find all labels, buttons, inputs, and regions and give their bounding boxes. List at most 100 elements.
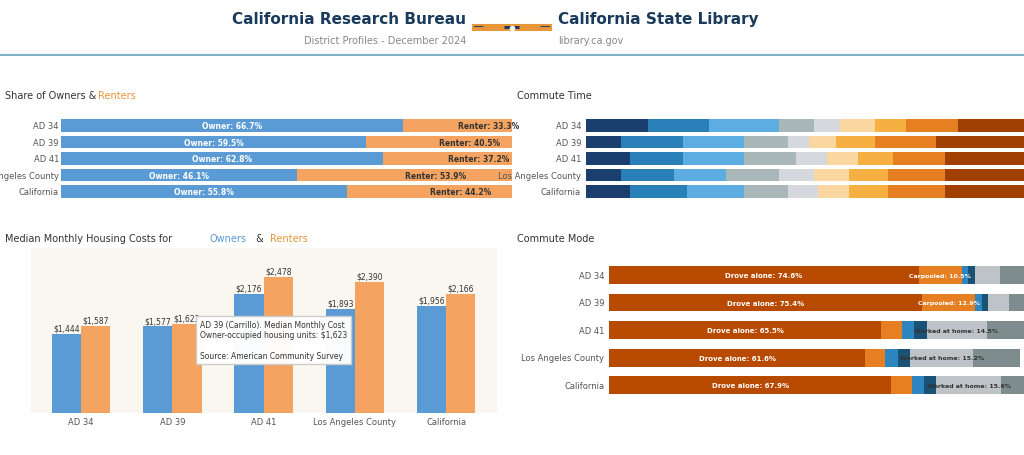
Bar xyxy=(1001,376,1024,394)
Text: Owner: 46.1%: Owner: 46.1% xyxy=(150,171,210,180)
Bar xyxy=(836,136,876,149)
Text: Owner: 55.8%: Owner: 55.8% xyxy=(174,188,234,197)
Bar xyxy=(906,120,958,132)
Bar xyxy=(609,321,881,339)
Text: $1,444: $1,444 xyxy=(53,324,80,333)
Text: $2,478: $2,478 xyxy=(265,268,292,276)
Bar xyxy=(355,282,384,413)
Text: &: & xyxy=(254,233,267,243)
Bar xyxy=(709,120,779,132)
Text: $1,577: $1,577 xyxy=(144,317,171,325)
Bar xyxy=(849,170,888,182)
Text: AD 39: AD 39 xyxy=(34,138,59,147)
Bar xyxy=(779,170,814,182)
Bar xyxy=(683,153,743,166)
Bar xyxy=(61,120,403,132)
Bar xyxy=(945,170,1024,182)
Bar xyxy=(630,186,687,198)
Bar xyxy=(864,349,886,367)
Bar xyxy=(881,321,902,339)
Text: Renters: Renters xyxy=(270,233,307,243)
Text: Drove alone: 74.6%: Drove alone: 74.6% xyxy=(725,273,803,278)
Bar xyxy=(963,267,969,284)
Bar xyxy=(586,170,622,182)
Bar xyxy=(818,186,849,198)
Text: Owners: Owners xyxy=(210,233,247,243)
Bar xyxy=(683,136,743,149)
Bar xyxy=(81,326,111,413)
Bar xyxy=(263,278,293,413)
Bar xyxy=(945,153,1024,166)
Bar xyxy=(797,153,827,166)
Bar xyxy=(779,120,814,132)
Bar xyxy=(814,170,849,182)
Bar xyxy=(743,136,787,149)
Text: Commute Time: Commute Time xyxy=(517,91,592,101)
Text: AD 34: AD 34 xyxy=(579,271,604,280)
Text: California Research Bureau: California Research Bureau xyxy=(231,12,466,27)
Bar xyxy=(910,349,974,367)
Bar xyxy=(234,294,263,413)
Bar xyxy=(975,267,999,284)
Bar xyxy=(902,321,914,339)
Text: $1,587: $1,587 xyxy=(83,316,109,325)
Bar xyxy=(143,327,172,413)
Bar xyxy=(827,153,858,166)
Bar xyxy=(840,120,876,132)
Bar xyxy=(810,136,836,149)
Bar xyxy=(945,186,1024,198)
Text: $2,166: $2,166 xyxy=(447,284,474,293)
Text: Contact us at crb@library.ca.gov if you have questions about this interactive: Contact us at crb@library.ca.gov if you … xyxy=(311,436,713,445)
Bar xyxy=(924,376,937,394)
Bar xyxy=(687,186,743,198)
Bar xyxy=(417,306,446,413)
Bar xyxy=(988,294,1009,312)
Text: AD 41: AD 41 xyxy=(34,155,59,164)
Bar xyxy=(787,186,818,198)
Bar xyxy=(814,120,840,132)
Bar xyxy=(886,349,898,367)
Text: Renter: 44.2%: Renter: 44.2% xyxy=(430,188,490,197)
Bar xyxy=(647,120,709,132)
Text: Owner: 59.5%: Owner: 59.5% xyxy=(184,138,244,147)
Bar xyxy=(586,136,622,149)
Text: Drove alone: 75.4%: Drove alone: 75.4% xyxy=(727,300,804,306)
Text: Renter: 33.3%: Renter: 33.3% xyxy=(458,122,519,131)
Text: Carpooled: 10.5%: Carpooled: 10.5% xyxy=(909,273,972,278)
Text: Drove alone: 67.9%: Drove alone: 67.9% xyxy=(712,382,788,388)
Bar xyxy=(383,153,573,166)
Bar xyxy=(914,321,927,339)
Text: Los Angeles County: Los Angeles County xyxy=(521,353,604,362)
Text: Share of Owners &: Share of Owners & xyxy=(5,91,99,101)
Bar xyxy=(609,294,922,312)
Bar xyxy=(876,120,906,132)
Bar xyxy=(743,153,797,166)
Bar xyxy=(622,170,674,182)
Text: Los Angeles County: Los Angeles County xyxy=(498,171,582,180)
Bar xyxy=(172,324,202,413)
Bar xyxy=(446,294,475,413)
Text: California: California xyxy=(541,188,582,197)
Bar xyxy=(609,349,864,367)
Text: California: California xyxy=(18,188,59,197)
Bar xyxy=(61,170,297,182)
Text: AD 39: AD 39 xyxy=(579,298,604,308)
Bar xyxy=(743,186,787,198)
Text: California: California xyxy=(564,381,604,390)
Text: $1,956: $1,956 xyxy=(419,296,445,305)
Bar xyxy=(999,267,1024,284)
Text: Renter: 40.5%: Renter: 40.5% xyxy=(439,138,501,147)
Bar xyxy=(609,267,919,284)
Bar xyxy=(987,321,1024,339)
Bar xyxy=(919,267,963,284)
Bar xyxy=(937,376,1001,394)
Bar xyxy=(609,376,891,394)
Text: library.ca.gov: library.ca.gov xyxy=(558,36,624,46)
Bar xyxy=(969,267,975,284)
Bar xyxy=(367,136,573,149)
Text: Worked at home: 15.2%: Worked at home: 15.2% xyxy=(900,355,984,360)
Bar xyxy=(1009,294,1024,312)
Text: District Profiles - December 2024: District Profiles - December 2024 xyxy=(303,36,466,46)
Bar xyxy=(849,186,888,198)
Bar xyxy=(936,136,1024,149)
